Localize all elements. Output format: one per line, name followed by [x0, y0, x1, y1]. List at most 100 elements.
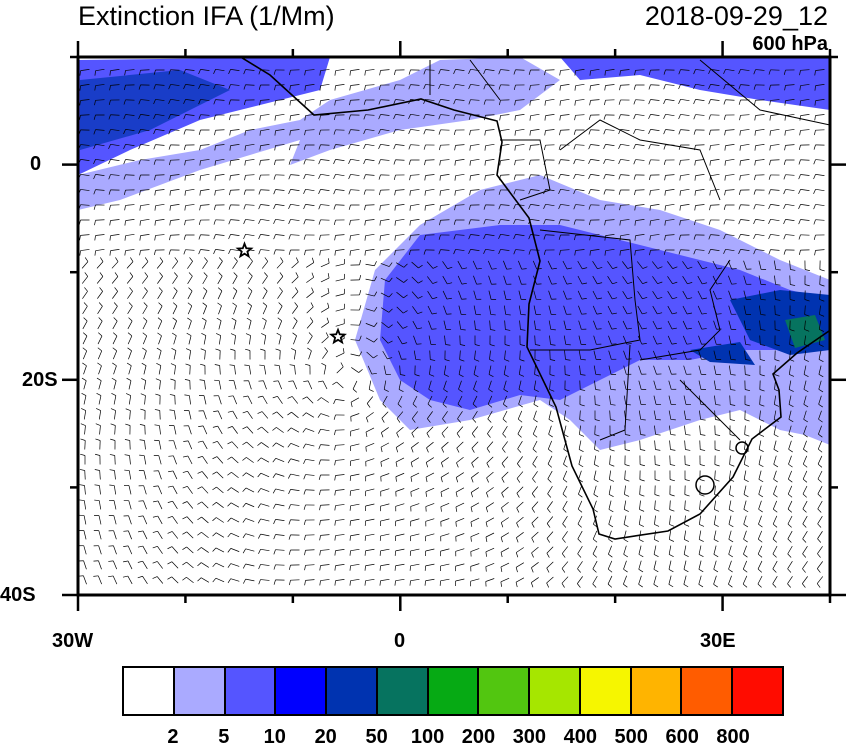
wind-barb	[320, 579, 330, 581]
wind-barb	[787, 545, 793, 555]
wind-barb	[667, 276, 673, 284]
wind-barb	[230, 532, 240, 538]
wind-barb	[787, 500, 793, 510]
wind-barb	[127, 335, 133, 345]
wind-barb-feather	[114, 272, 119, 277]
wind-barb-feather	[503, 403, 508, 408]
wind-barb	[592, 290, 598, 300]
wind-barb	[410, 578, 420, 582]
wind-barb-feather	[573, 204, 576, 210]
wind-barb-feather	[429, 374, 435, 377]
wind-barb-feather	[302, 396, 308, 400]
wind-barb-feather	[634, 190, 636, 196]
wind-barb-feather	[398, 389, 404, 393]
wind-barb-feather	[468, 114, 471, 120]
wind-barb-feather	[364, 580, 366, 586]
wind-barb-feather	[187, 302, 193, 307]
wind-barb-feather	[212, 517, 217, 522]
wind-barb	[203, 320, 207, 330]
wind-barb	[128, 395, 132, 405]
wind-barb-feather	[532, 463, 537, 468]
wind-barb	[545, 234, 555, 236]
wind-barb-feather	[609, 464, 615, 467]
wind-barb	[275, 549, 285, 551]
wind-barb-feather	[409, 205, 411, 211]
wind-barb	[365, 458, 375, 462]
wind-barb-feather	[83, 317, 88, 322]
wind-barb-feather	[687, 266, 693, 270]
wind-barb-feather	[272, 395, 278, 399]
wind-barb-feather	[758, 523, 763, 528]
lon-label: 30E	[700, 630, 736, 652]
wind-barb	[425, 563, 435, 567]
wind-barb	[335, 564, 345, 566]
wind-barb-feather	[94, 469, 100, 471]
wind-barb-feather	[626, 327, 632, 330]
wind-barb	[396, 411, 404, 419]
wind-barb	[290, 203, 300, 207]
wind-barb-feather	[484, 190, 486, 196]
wind-barb-feather	[273, 503, 276, 509]
wind-barb-feather	[515, 582, 518, 588]
wind-barb-feather	[694, 175, 696, 181]
wind-barb-feather	[642, 312, 648, 315]
wind-barb-feather	[212, 486, 217, 491]
wind-barb	[260, 99, 270, 101]
wind-barb	[590, 249, 600, 251]
wind-barb-feather	[304, 130, 306, 136]
wind-barb	[157, 500, 163, 510]
wind-barb-feather	[787, 568, 792, 573]
wind-barb	[201, 547, 209, 553]
wind-barb-feather	[302, 443, 306, 449]
wind-barb	[695, 114, 705, 116]
wind-barb	[202, 290, 208, 300]
wind-barb	[770, 204, 780, 206]
wind-barb	[772, 530, 778, 540]
wind-barb	[653, 560, 657, 570]
wind-barb-feather	[348, 114, 351, 120]
wind-barb	[458, 380, 462, 390]
wind-barb	[504, 320, 506, 330]
wind-barb	[515, 577, 525, 583]
wind-barb-feather	[123, 114, 126, 120]
wind-barb	[411, 276, 419, 284]
wind-barb-feather	[685, 464, 691, 466]
wind-barb-feather	[182, 455, 188, 458]
colorbar-swatch	[479, 668, 531, 714]
wind-barb-feather	[521, 268, 527, 270]
wind-barb-feather	[349, 565, 351, 571]
wind-barb-feather	[528, 249, 531, 255]
wind-barb-feather	[99, 287, 103, 292]
wind-barb-feather	[714, 509, 720, 512]
wind-barb-feather	[213, 219, 216, 225]
wind-barb-feather	[574, 235, 576, 241]
wind-barb	[680, 98, 690, 102]
wind-barb-feather	[502, 433, 507, 438]
wind-barb	[440, 548, 450, 552]
wind-barb	[440, 204, 450, 206]
wind-barb	[350, 144, 360, 146]
wind-barb	[578, 440, 582, 450]
wind-barb	[200, 114, 210, 116]
wind-barb	[232, 410, 238, 420]
wind-barb	[531, 486, 539, 494]
wind-barb	[578, 305, 582, 315]
wind-barb	[263, 335, 267, 345]
wind-barb-feather	[608, 553, 613, 558]
wind-barb-feather	[125, 423, 131, 426]
wind-barb	[500, 114, 510, 116]
wind-barb	[125, 129, 135, 131]
wind-barb	[97, 350, 103, 360]
wind-barb-feather	[227, 563, 232, 568]
wind-barb	[83, 410, 87, 420]
wind-barb-feather	[424, 580, 426, 586]
wind-barb-feather	[514, 145, 516, 151]
wind-barb-feather	[199, 160, 201, 166]
wind-barb	[290, 174, 300, 176]
wind-barb-feather	[639, 464, 646, 467]
wind-barb	[320, 249, 330, 251]
colorbar-swatch	[631, 668, 683, 714]
wind-barb-feather	[723, 84, 726, 90]
wind-barb-feather	[352, 388, 358, 393]
wind-barb-feather	[562, 508, 567, 513]
